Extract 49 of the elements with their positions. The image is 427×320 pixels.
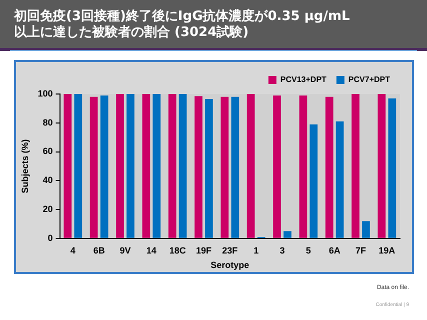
x-tick-label: 6B xyxy=(93,245,106,256)
bar xyxy=(388,98,396,238)
bar xyxy=(178,94,187,238)
bar xyxy=(336,121,344,238)
x-tick-label: 5 xyxy=(306,245,311,256)
bar xyxy=(64,94,72,238)
bar xyxy=(205,99,213,238)
x-tick-label: 9V xyxy=(120,245,131,256)
y-tick-label: 40 xyxy=(42,175,53,186)
x-axis-title: Serotype xyxy=(210,260,250,270)
bar xyxy=(352,94,360,238)
bar xyxy=(310,124,318,238)
bar xyxy=(126,94,134,238)
x-tick-label: 19F xyxy=(196,245,212,256)
bar xyxy=(231,96,240,238)
y-tick-label: 80 xyxy=(42,117,53,128)
x-tick-label: 1 xyxy=(254,245,259,256)
x-tick-label: 7F xyxy=(355,245,366,256)
bar xyxy=(378,94,386,238)
chart-title: 初回免疫(3回接種)終了後にIgG抗体濃度が0.35 μg/mL 以上に達した被験者の割合 (3024試験) xyxy=(0,0,427,51)
bar xyxy=(299,95,308,238)
bar xyxy=(100,95,108,238)
x-tick-label: 19A xyxy=(378,245,396,256)
x-tick-label: 3 xyxy=(280,245,285,256)
legend-label: PCV7+DPT xyxy=(348,75,390,84)
bar xyxy=(168,94,176,238)
bar xyxy=(194,96,202,238)
bar xyxy=(116,94,124,238)
x-tick-label: 6A xyxy=(328,245,341,256)
y-tick-label: 60 xyxy=(42,146,53,156)
bar xyxy=(90,96,98,238)
y-tick-label: 20 xyxy=(42,204,53,214)
x-tick-label: 14 xyxy=(146,245,156,256)
y-axis-title: Subjects (%) xyxy=(20,139,30,194)
bar xyxy=(246,94,255,238)
bar xyxy=(152,94,161,238)
bar xyxy=(284,231,292,238)
x-tick-label: 4 xyxy=(70,245,76,256)
y-tick-label: 0 xyxy=(48,232,53,243)
bar xyxy=(74,94,82,238)
x-tick-label: 18C xyxy=(169,245,186,256)
bar xyxy=(273,95,281,238)
x-tick-label: 23F xyxy=(222,245,238,256)
legend-label: PCV13+DPT xyxy=(280,75,327,84)
bar xyxy=(362,221,370,238)
y-tick-label: 100 xyxy=(38,88,53,98)
bar xyxy=(142,94,150,238)
bar xyxy=(220,96,229,238)
bar xyxy=(325,96,334,238)
